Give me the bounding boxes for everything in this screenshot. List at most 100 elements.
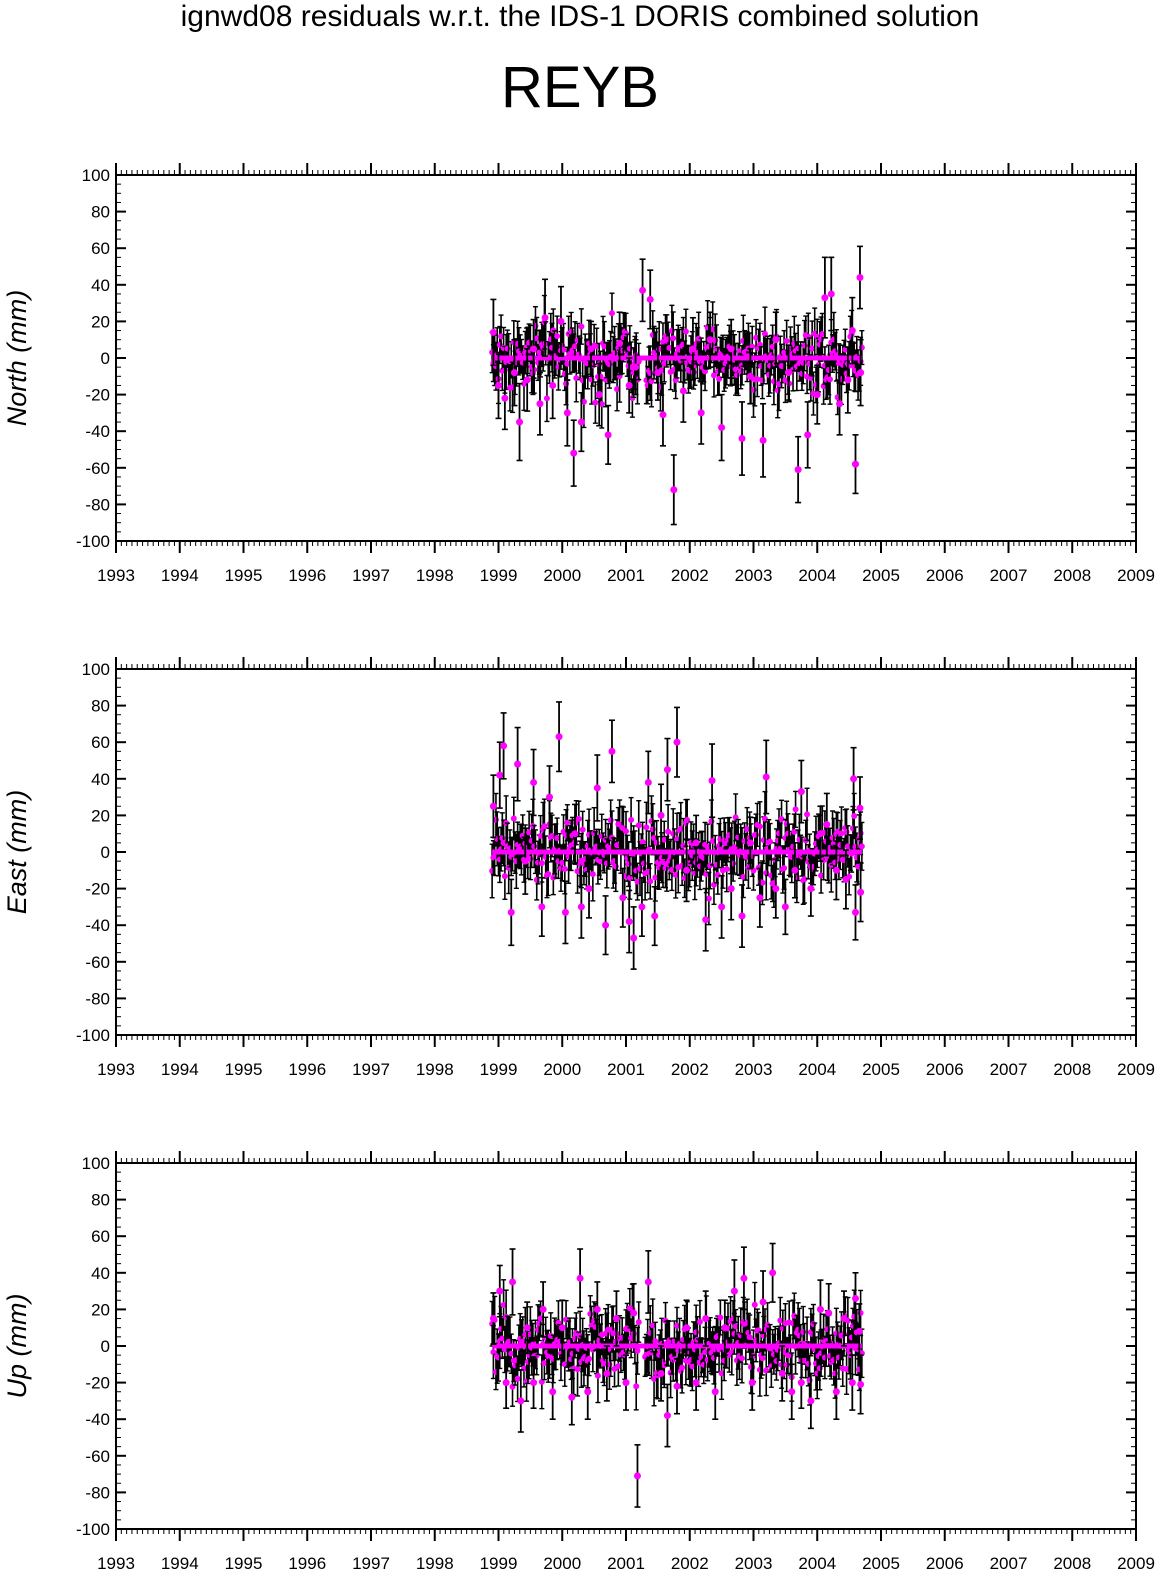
- east-point: [832, 866, 840, 874]
- east-data-point-15: [602, 895, 610, 956]
- north-cloud-point: [800, 359, 807, 366]
- up-panel: 1993 1994 1995 1996 1997 1998 1999 2000 2001 2002…: [2, 1151, 1155, 1573]
- north-ytick-label: 20: [91, 312, 110, 331]
- north-cloud-point: [670, 335, 677, 342]
- north-point: [856, 273, 864, 281]
- north-point: [718, 424, 726, 432]
- east-panel: 1993 1994 1995 1996 1997 1998 1999 2000 2001 2002…: [2, 657, 1155, 1079]
- north-data-point-26: [689, 316, 697, 381]
- east-cloud-point: [708, 818, 715, 825]
- north-point: [530, 345, 538, 353]
- east-cloud-point: [674, 836, 680, 843]
- east-point: [857, 888, 865, 896]
- east-xtick-label: 2004: [798, 1060, 836, 1079]
- up-cloud-point: [601, 1360, 608, 1367]
- up-cloud-point: [693, 1329, 700, 1336]
- east-cloud-point: [501, 873, 508, 880]
- up-cloud-point: [661, 1362, 668, 1369]
- up-cloud-point: [649, 1322, 656, 1329]
- north-point: [794, 466, 802, 474]
- up-ytick-label: 20: [91, 1300, 110, 1319]
- north-cloud-point: [736, 348, 743, 355]
- east-cloud-point: [538, 860, 545, 867]
- north-data-point-36: [794, 435, 802, 504]
- east-xtick-label: 2009: [1117, 1060, 1155, 1079]
- east-point: [619, 894, 627, 902]
- north-data-point-1: [495, 351, 502, 420]
- north-data-point-2: [501, 366, 509, 431]
- east-point: [514, 760, 522, 768]
- north-cloud-point: [554, 333, 561, 340]
- north-cloud-point: [702, 368, 709, 375]
- north-cloud-point: [682, 328, 689, 335]
- east-xtick-label: 1997: [352, 1060, 390, 1079]
- up-cloud-point: [500, 1301, 507, 1308]
- north-cloud-point: [769, 343, 776, 350]
- east-cloud-point: [818, 872, 825, 879]
- east-data-point-3: [507, 878, 515, 947]
- east-point: [577, 903, 585, 911]
- up-ytick-label: 80: [91, 1191, 110, 1210]
- east-cloud-point: [761, 815, 768, 822]
- east-cloud-point: [740, 873, 747, 880]
- north-cloud-point: [611, 350, 618, 357]
- north-data-point-21: [646, 269, 654, 330]
- north-point: [549, 381, 557, 389]
- north-cloud-point: [783, 337, 790, 344]
- east-cloud-point: [707, 862, 714, 869]
- east-xtick-label: 1998: [416, 1060, 454, 1079]
- north-point: [821, 294, 829, 302]
- north-xtick-label: 1996: [288, 566, 326, 585]
- north-cloud-point: [770, 378, 777, 385]
- east-point: [657, 811, 665, 819]
- figure-suptitle: ignwd08 residuals w.r.t. the IDS-1 DORIS…: [180, 0, 980, 33]
- north-cloud-point: [648, 378, 655, 385]
- north-point: [557, 317, 565, 325]
- north-data-point-6: [530, 318, 538, 379]
- up-cloud-point: [652, 1338, 659, 1345]
- north-point: [587, 345, 595, 353]
- north-point: [570, 449, 578, 457]
- north-data-point-18: [625, 357, 633, 414]
- north-point: [759, 436, 767, 444]
- north-cloud-point: [606, 361, 613, 368]
- east-point: [602, 921, 610, 929]
- east-point: [683, 866, 691, 874]
- north-point: [632, 363, 640, 371]
- north-cloud-point: [709, 326, 716, 333]
- up-xtick-label: 1996: [288, 1554, 326, 1573]
- east-data-point-43: [832, 840, 840, 901]
- east-cloud-point: [705, 895, 712, 902]
- north-xtick-label: 2003: [735, 566, 773, 585]
- east-data-point-4: [514, 726, 522, 802]
- east-point: [555, 733, 563, 741]
- up-cloud-point: [547, 1332, 554, 1339]
- east-cloud-point: [838, 830, 845, 837]
- up-xtick-label: 2006: [926, 1554, 964, 1573]
- east-cloud-point: [649, 826, 656, 833]
- north-data-point-35: [785, 344, 793, 401]
- north-data-point-41: [836, 371, 844, 436]
- north-point: [706, 336, 714, 344]
- north-cloud-point: [819, 331, 826, 338]
- east-cloud-point: [526, 829, 533, 836]
- east-cloud-point: [644, 868, 651, 875]
- north-data-point-40: [827, 256, 835, 332]
- up-ylabel: Up (mm): [2, 1294, 32, 1399]
- east-cloud-point: [665, 828, 672, 835]
- north-ytick-label: 0: [101, 349, 110, 368]
- north-cloud-point: [753, 334, 760, 341]
- east-data-point-36: [772, 858, 780, 919]
- east-data-point-28: [702, 887, 710, 952]
- north-data-point-4: [516, 382, 524, 462]
- north-point: [604, 431, 612, 439]
- up-xtick-label: 1993: [97, 1554, 135, 1573]
- up-cloud-point: [696, 1318, 703, 1325]
- east-data-point-40: [807, 860, 815, 917]
- north-data-point-16: [604, 404, 612, 465]
- east-point: [708, 777, 716, 785]
- east-cloud-point: [607, 817, 614, 824]
- north-xtick-label: 2005: [862, 566, 900, 585]
- north-cloud-point: [572, 343, 578, 350]
- east-data-point-11: [571, 803, 579, 864]
